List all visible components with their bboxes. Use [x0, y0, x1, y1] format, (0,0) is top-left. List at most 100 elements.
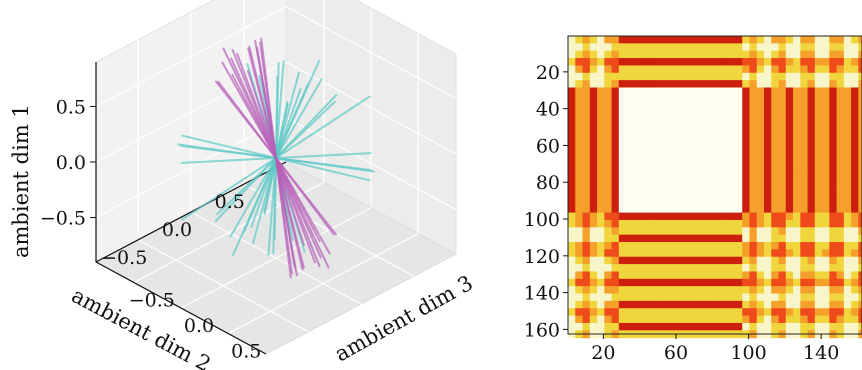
heatmap-cell [727, 50, 736, 59]
heatmap-cell [676, 227, 685, 236]
heatmap-cell [814, 227, 823, 236]
heatmap-cell [698, 315, 707, 324]
heatmap-cell [676, 102, 685, 111]
heatmap-cell [785, 109, 794, 118]
heatmap-cell [793, 190, 801, 199]
line-segment [181, 134, 277, 159]
heatmap-cell [764, 102, 772, 111]
heatmap-cell [582, 315, 591, 324]
heatmap-cell [568, 80, 576, 89]
heatmap-cell [633, 286, 642, 295]
heatmap-cell [843, 315, 852, 324]
heatmap-cell [822, 278, 830, 287]
heatmap-cell [836, 293, 845, 302]
heatmap-cell [713, 293, 721, 302]
heatmap-cell [691, 256, 700, 265]
heatmap-cell [655, 308, 663, 317]
heatmap-cell [655, 139, 663, 147]
heatmap-cell [611, 205, 620, 214]
heatmap-cell [568, 65, 576, 74]
heatmap-cell [851, 109, 859, 118]
heatmap-cell [734, 36, 743, 44]
heatmap-cell [655, 271, 663, 280]
heatmap-cell [713, 72, 721, 81]
heatmap-cell [698, 36, 707, 44]
heatmap-cell [836, 80, 845, 89]
heatmap-cell [836, 278, 845, 287]
heatmap-cell [698, 190, 707, 199]
heatmap-cell [829, 161, 838, 169]
heatmap-cell [727, 293, 736, 302]
heatmap-cell [858, 190, 862, 199]
heatmap-cell [633, 308, 642, 317]
heatmap-cell [764, 315, 772, 324]
heatmap-cell [655, 168, 663, 177]
heatmap-cell [742, 249, 750, 258]
heatmap-cell [778, 219, 787, 228]
heatmap-cell [626, 146, 634, 155]
heatmap-cell [669, 43, 678, 52]
heatmap-cell [568, 72, 576, 81]
heatmap-cell [764, 205, 772, 214]
heatmap-cell [800, 109, 809, 118]
heatmap-cell [858, 109, 862, 118]
heatmap-cell [568, 256, 576, 265]
heatmap-cell [727, 153, 736, 162]
heatmap-cell [742, 308, 750, 317]
heatmap-cell [843, 264, 852, 272]
heatmap-cell [836, 87, 845, 96]
heatmap-cell [836, 36, 845, 44]
heatmap-cell [749, 256, 758, 265]
heatmap-cell [647, 139, 656, 147]
heatmap-cell [720, 212, 729, 221]
heatmap-cell [618, 271, 627, 280]
heatmap-cell [843, 278, 852, 287]
heatmap-cell [727, 249, 736, 258]
heatmap-cell [597, 161, 605, 169]
heatmap-cell [633, 322, 642, 331]
heatmap-cell [727, 242, 736, 250]
heatmap-cell [575, 153, 584, 162]
heatmap-cell [568, 315, 576, 324]
heatmap-cell [684, 242, 692, 250]
heatmap-cell [684, 161, 692, 169]
heatmap-cell [698, 278, 707, 287]
heatmap-cell [684, 286, 692, 295]
heatmap-cell [568, 308, 576, 317]
heatmap-cell [734, 271, 743, 280]
heatmap-cell [793, 50, 801, 59]
heatmap-cell [851, 212, 859, 221]
heatmap-cell [626, 315, 634, 324]
heatmap-cell [640, 65, 649, 74]
heatmap-cell [705, 168, 714, 177]
line-segment [180, 144, 277, 159]
heatmap-cell [626, 256, 634, 265]
heatmap-cell [843, 87, 852, 96]
heatmap-cell [589, 197, 598, 206]
heatmap-cell [822, 146, 830, 155]
heatmap-cell [720, 102, 729, 111]
heatmap-cell [778, 58, 787, 66]
heatmap-cell [829, 43, 838, 52]
heatmap-cell [626, 36, 634, 44]
heatmap-cell [582, 205, 591, 214]
heatmap-cell [597, 197, 605, 206]
grid-line [180, 207, 372, 309]
heatmap-cell [597, 183, 605, 192]
heatmap-cell [669, 116, 678, 125]
heatmap-cell [611, 227, 620, 236]
heatmap-cell [582, 65, 591, 74]
heatmap-cell [851, 139, 859, 147]
heatmap-cell [822, 293, 830, 302]
heatmap-cell [829, 264, 838, 272]
heatmap-cell [691, 286, 700, 295]
heatmap-cell [611, 234, 620, 243]
heatmap-cell [785, 234, 794, 243]
heatmap-cell [611, 116, 620, 125]
heatmap-cell [800, 102, 809, 111]
heatmap-cell [568, 293, 576, 302]
heatmap-cell [793, 153, 801, 162]
line-segment [260, 37, 277, 159]
y-axis-line [95, 261, 267, 355]
heatmap-cell [734, 58, 743, 66]
